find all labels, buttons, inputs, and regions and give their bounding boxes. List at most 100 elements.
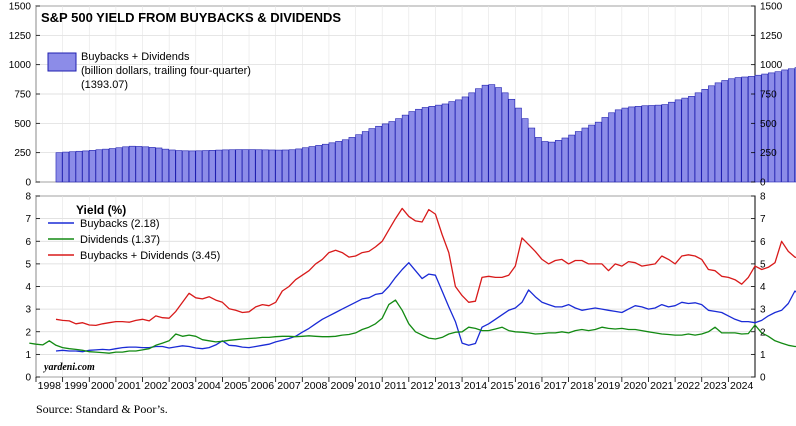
bar-2024.25	[734, 77, 742, 183]
xtick-label-2005: 2005	[224, 380, 248, 392]
top-ytick-left-500: 500	[14, 119, 31, 130]
bottom-ytick-left-7: 7	[25, 214, 31, 225]
bar-2018.75	[588, 124, 596, 183]
bar-2000.50	[102, 148, 110, 183]
bottom-ytick-left-4: 4	[25, 282, 31, 293]
bar-2013.50	[448, 101, 456, 183]
bottom-ytick-left-1: 1	[25, 350, 31, 361]
bar-2025.25	[761, 73, 769, 183]
xtick-label-2000: 2000	[91, 380, 115, 392]
bar-2007.75	[295, 148, 303, 183]
bar-2019.75	[614, 109, 622, 183]
bar-2023.00	[701, 89, 709, 183]
series-line-dividends	[29, 299, 796, 354]
xtick-label-2017: 2017	[544, 380, 568, 392]
bar-2000.75	[108, 148, 116, 183]
bar-2009.25	[335, 141, 343, 183]
legend-note-units: (billion dollars, trailing four-quarter)	[81, 65, 251, 77]
bar-2020.75	[641, 105, 649, 183]
bar-2019.25	[601, 117, 609, 183]
bar-2024.75	[748, 76, 755, 183]
top-y-axis-left: 0 250 500 750 1000 1250 1500	[9, 2, 40, 189]
bar-2026.00	[781, 69, 789, 183]
bar-2003.50	[182, 150, 189, 183]
bar-2016.00	[515, 107, 522, 183]
bar-2007.50	[288, 149, 296, 183]
top-ytick-right-500: 500	[760, 119, 777, 130]
top-ytick-left-1000: 1000	[9, 60, 32, 71]
bar-2022.25	[681, 97, 689, 183]
bar-2016.25	[521, 118, 529, 183]
bar-2012.75	[428, 106, 436, 183]
legend-latest-value: (1393.07)	[81, 79, 128, 91]
bar-2005.50	[235, 149, 243, 183]
top-y-axis-right: 0 250 500 750 1000 1250 1500	[751, 2, 783, 189]
bar-2013.00	[435, 104, 442, 183]
bar-2014.25	[468, 92, 476, 183]
bar-2021.75	[668, 101, 675, 183]
xtick-label-2021: 2021	[650, 380, 674, 392]
bottom-ytick-left-5: 5	[25, 259, 31, 270]
bottom-ytick-right-1: 1	[760, 350, 766, 361]
yield-legend-title: Yield (%)	[76, 203, 126, 217]
bar-1998.75	[55, 152, 63, 183]
bottom-ytick-right-6: 6	[760, 237, 766, 248]
bar-2016.75	[535, 137, 542, 183]
xtick-label-2012: 2012	[410, 380, 434, 392]
xtick-label-1999: 1999	[64, 380, 88, 392]
bar-2007.25	[282, 149, 289, 183]
bar-2022.00	[674, 99, 682, 183]
top-ytick-left-750: 750	[14, 90, 31, 101]
bar-2001.75	[135, 146, 143, 183]
bar-2012.50	[421, 107, 429, 183]
bar-2012.25	[415, 108, 422, 183]
top-ytick-right-1000: 1000	[760, 60, 783, 71]
bar-2001.25	[122, 146, 130, 183]
bar-2008.75	[321, 143, 329, 183]
bar-2020.25	[628, 106, 635, 183]
bar-2003.75	[188, 150, 196, 183]
series-line-buybacks-plus-dividends	[55, 207, 796, 327]
legend-label-buybacks-plus-dividends: Buybacks + Dividends (3.45)	[80, 250, 220, 262]
bottom-ytick-right-7: 7	[760, 214, 766, 225]
x-axis-years: 1998 1999 2000 2001 2002 2003 2004 2005 2006 2007…	[35, 377, 754, 392]
bottom-panel-grid	[35, 195, 755, 378]
bar-2006.50	[262, 149, 269, 183]
bar-2002.75	[162, 148, 169, 183]
bar-2008.50	[315, 145, 323, 183]
bottom-ytick-left-8: 8	[25, 192, 31, 203]
bar-2024.50	[741, 76, 749, 183]
xtick-label-2024: 2024	[730, 380, 754, 392]
bar-2019.00	[594, 121, 602, 183]
legend-swatch-buybacks-dividends	[47, 52, 77, 72]
source-note: Source: Standard & Poor’s.	[36, 402, 168, 416]
yardeni-watermark: yardeni.com	[43, 362, 95, 373]
bar-2011.25	[388, 121, 396, 183]
bar-2023.75	[721, 80, 729, 183]
bar-2026.50	[794, 67, 796, 183]
bar-2010.00	[355, 134, 363, 183]
bar-2008.25	[308, 146, 316, 183]
bar-2011.50	[395, 118, 402, 183]
bar-2017.75	[561, 137, 569, 183]
series-line-buybacks	[55, 262, 796, 353]
xtick-label-2010: 2010	[357, 380, 381, 392]
bar-2001.50	[128, 145, 136, 183]
bar-2023.50	[714, 82, 722, 183]
top-ytick-left-1250: 1250	[9, 31, 32, 42]
bar-2021.25	[654, 104, 662, 183]
legend-label-dividends: Dividends (1.37)	[80, 234, 160, 246]
bar-2005.75	[242, 149, 249, 183]
bottom-ytick-right-0: 0	[760, 373, 766, 384]
bar-2009.50	[341, 139, 349, 183]
top-ytick-left-250: 250	[14, 148, 31, 159]
bar-2015.00	[488, 84, 496, 183]
yield-series-lines	[29, 207, 796, 354]
top-panel-buybacks-dividends: 0 250 500 750 1000 1250 1500 0 250 500 750 1000 125…	[9, 2, 796, 189]
bar-2015.75	[508, 98, 516, 183]
top-ytick-left-0: 0	[25, 178, 31, 189]
bar-2005.25	[228, 149, 236, 183]
bar-2017.25	[548, 141, 556, 183]
bottom-ytick-right-2: 2	[760, 327, 766, 338]
bar-2023.25	[708, 85, 715, 183]
